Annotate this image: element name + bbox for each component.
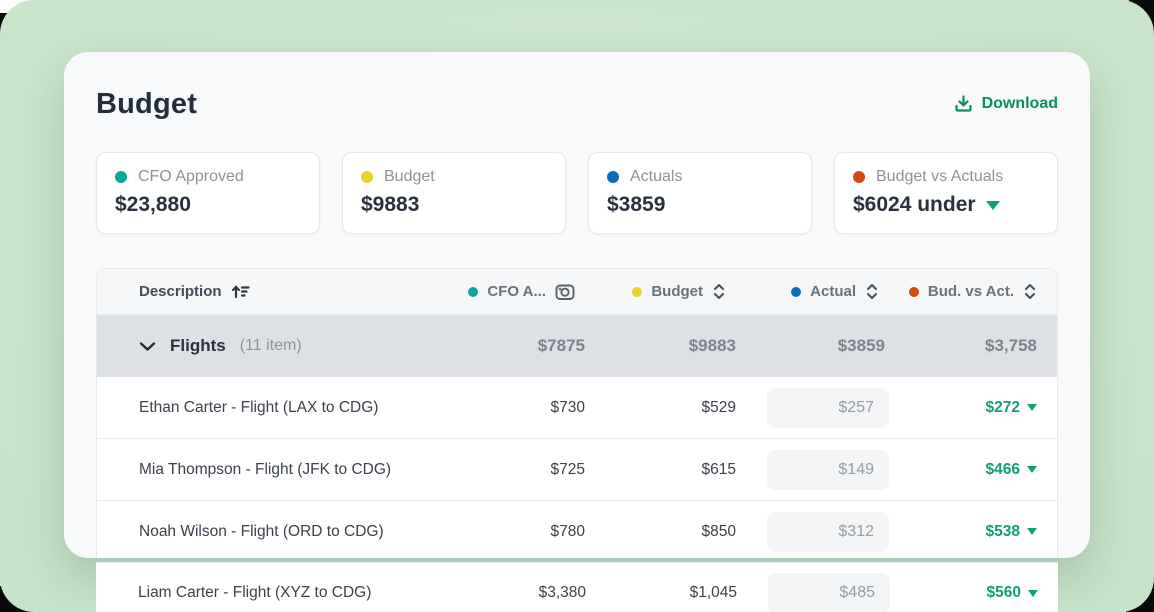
group-actual-total: $3859 — [837, 336, 885, 355]
sort-updown-icon — [712, 283, 726, 300]
actuals-dot-icon — [607, 171, 619, 183]
actual-input[interactable]: $485 — [768, 573, 890, 612]
summary-card-budget-vs-actuals[interactable]: Budget vs Actuals $6024 under — [834, 152, 1058, 234]
page-title: Budget — [96, 88, 198, 120]
summary-value: $3859 — [607, 193, 666, 216]
column-header-description: Description — [139, 283, 222, 300]
caret-down-icon — [1027, 466, 1037, 473]
group-bud-vs-act-total: $3,758 — [985, 336, 1037, 355]
column-header-cfo-approved: CFO A... — [487, 283, 546, 300]
group-cfo-total: $7875 — [537, 336, 585, 355]
summary-card-actuals: Actuals $3859 — [588, 152, 812, 234]
actual-input[interactable]: $149 — [767, 449, 889, 490]
sort-actual-button[interactable] — [865, 283, 879, 300]
summary-label: CFO Approved — [138, 168, 244, 185]
row-budget-value: $529 — [701, 398, 736, 416]
download-icon — [954, 94, 973, 113]
row-bud-vs-act-value: $560 — [986, 584, 1021, 601]
table-header-row: Description CFO A... — [97, 269, 1057, 315]
summary-label: Budget — [384, 168, 435, 185]
sort-updown-icon — [865, 283, 879, 300]
column-header-actual: Actual — [810, 283, 856, 300]
summary-label: Actuals — [630, 168, 683, 185]
row-bud-vs-act-value: $272 — [985, 398, 1020, 416]
download-label: Download — [981, 94, 1058, 112]
table-row: Ethan Carter - Flight (LAX to CDG) $730 … — [97, 377, 1057, 439]
row-cfo-value: $3,380 — [538, 584, 586, 601]
group-name: Flights — [170, 336, 226, 355]
actual-column-dot-icon — [791, 286, 802, 297]
actual-input[interactable]: $312 — [767, 511, 889, 552]
sort-updown-icon — [1023, 283, 1037, 300]
budget-dot-icon — [361, 171, 373, 183]
table-row: Mia Thompson - Flight (JFK to CDG) $725 … — [97, 439, 1057, 501]
row-cfo-value: $725 — [550, 460, 585, 478]
download-button[interactable]: Download — [954, 94, 1058, 113]
sort-ascending-icon — [231, 284, 250, 299]
summary-value: $9883 — [361, 193, 420, 216]
bud-vs-act-cell[interactable]: $538 — [889, 523, 1057, 541]
row-description: Ethan Carter - Flight (LAX to CDG) — [139, 398, 379, 416]
group-item-count: (11 item) — [239, 337, 302, 354]
row-cfo-value: $730 — [550, 398, 585, 416]
summary-cards: CFO Approved $23,880 Budget $9883 Actual… — [96, 152, 1058, 234]
budget-vs-actuals-dot-icon — [853, 171, 865, 183]
row-description: Liam Carter - Flight (XYZ to CDG) — [138, 584, 372, 601]
budget-table: Description CFO A... — [96, 268, 1058, 558]
chevron-down-icon — [139, 341, 156, 352]
caret-down-icon — [1027, 404, 1037, 411]
summary-value: $23,880 — [115, 193, 191, 216]
row-cfo-value: $780 — [550, 522, 585, 540]
row-bud-vs-act-value: $538 — [985, 522, 1020, 540]
sort-description-button[interactable] — [231, 284, 250, 299]
row-description: Noah Wilson - Flight (ORD to CDG) — [139, 522, 384, 540]
row-budget-value: $615 — [701, 460, 736, 478]
summary-card-cfo-approved: CFO Approved $23,880 — [96, 152, 320, 234]
budget-column-dot-icon — [632, 286, 643, 297]
bud-vs-act-cell[interactable]: $466 — [889, 461, 1057, 479]
camera-icon — [555, 283, 575, 301]
cfo-approved-dot-icon — [115, 171, 127, 183]
bud-vs-act-cell[interactable]: $560 — [890, 584, 1058, 602]
group-row-flights[interactable]: Flights (11 item) $7875 $9883 $3859 $3,7… — [97, 315, 1057, 377]
summary-label: Budget vs Actuals — [876, 168, 1004, 185]
collapse-group-button[interactable] — [139, 341, 156, 352]
row-budget-value: $1,045 — [689, 584, 737, 601]
caret-down-icon — [1028, 589, 1038, 597]
column-header-budget: Budget — [651, 283, 703, 300]
cfo-column-dot-icon — [468, 286, 479, 297]
summary-card-budget: Budget $9883 — [342, 152, 566, 234]
budget-panel: Budget Download CFO Approved $23,880 — [64, 52, 1090, 558]
row-budget-value: $850 — [701, 522, 736, 540]
summary-value: $6024 under — [853, 193, 976, 216]
actual-input[interactable]: $257 — [767, 387, 889, 428]
bud-vs-act-cell[interactable]: $272 — [889, 399, 1057, 417]
table-row: Noah Wilson - Flight (ORD to CDG) $780 $… — [97, 501, 1057, 558]
cfo-column-camera-button[interactable] — [555, 283, 575, 301]
sort-bud-vs-act-button[interactable] — [1023, 283, 1037, 300]
bud-vs-act-column-dot-icon — [908, 286, 919, 297]
group-budget-total: $9883 — [688, 336, 736, 355]
column-header-bud-vs-act: Bud. vs Act. — [927, 283, 1014, 300]
caret-down-icon[interactable] — [985, 200, 1000, 210]
row-bud-vs-act-value: $466 — [985, 460, 1020, 478]
sort-budget-button[interactable] — [712, 283, 726, 300]
row-description: Mia Thompson - Flight (JFK to CDG) — [139, 460, 392, 478]
caret-down-icon — [1027, 528, 1037, 535]
table-row: Liam Carter - Flight (XYZ to CDG) $3,380… — [96, 562, 1058, 612]
